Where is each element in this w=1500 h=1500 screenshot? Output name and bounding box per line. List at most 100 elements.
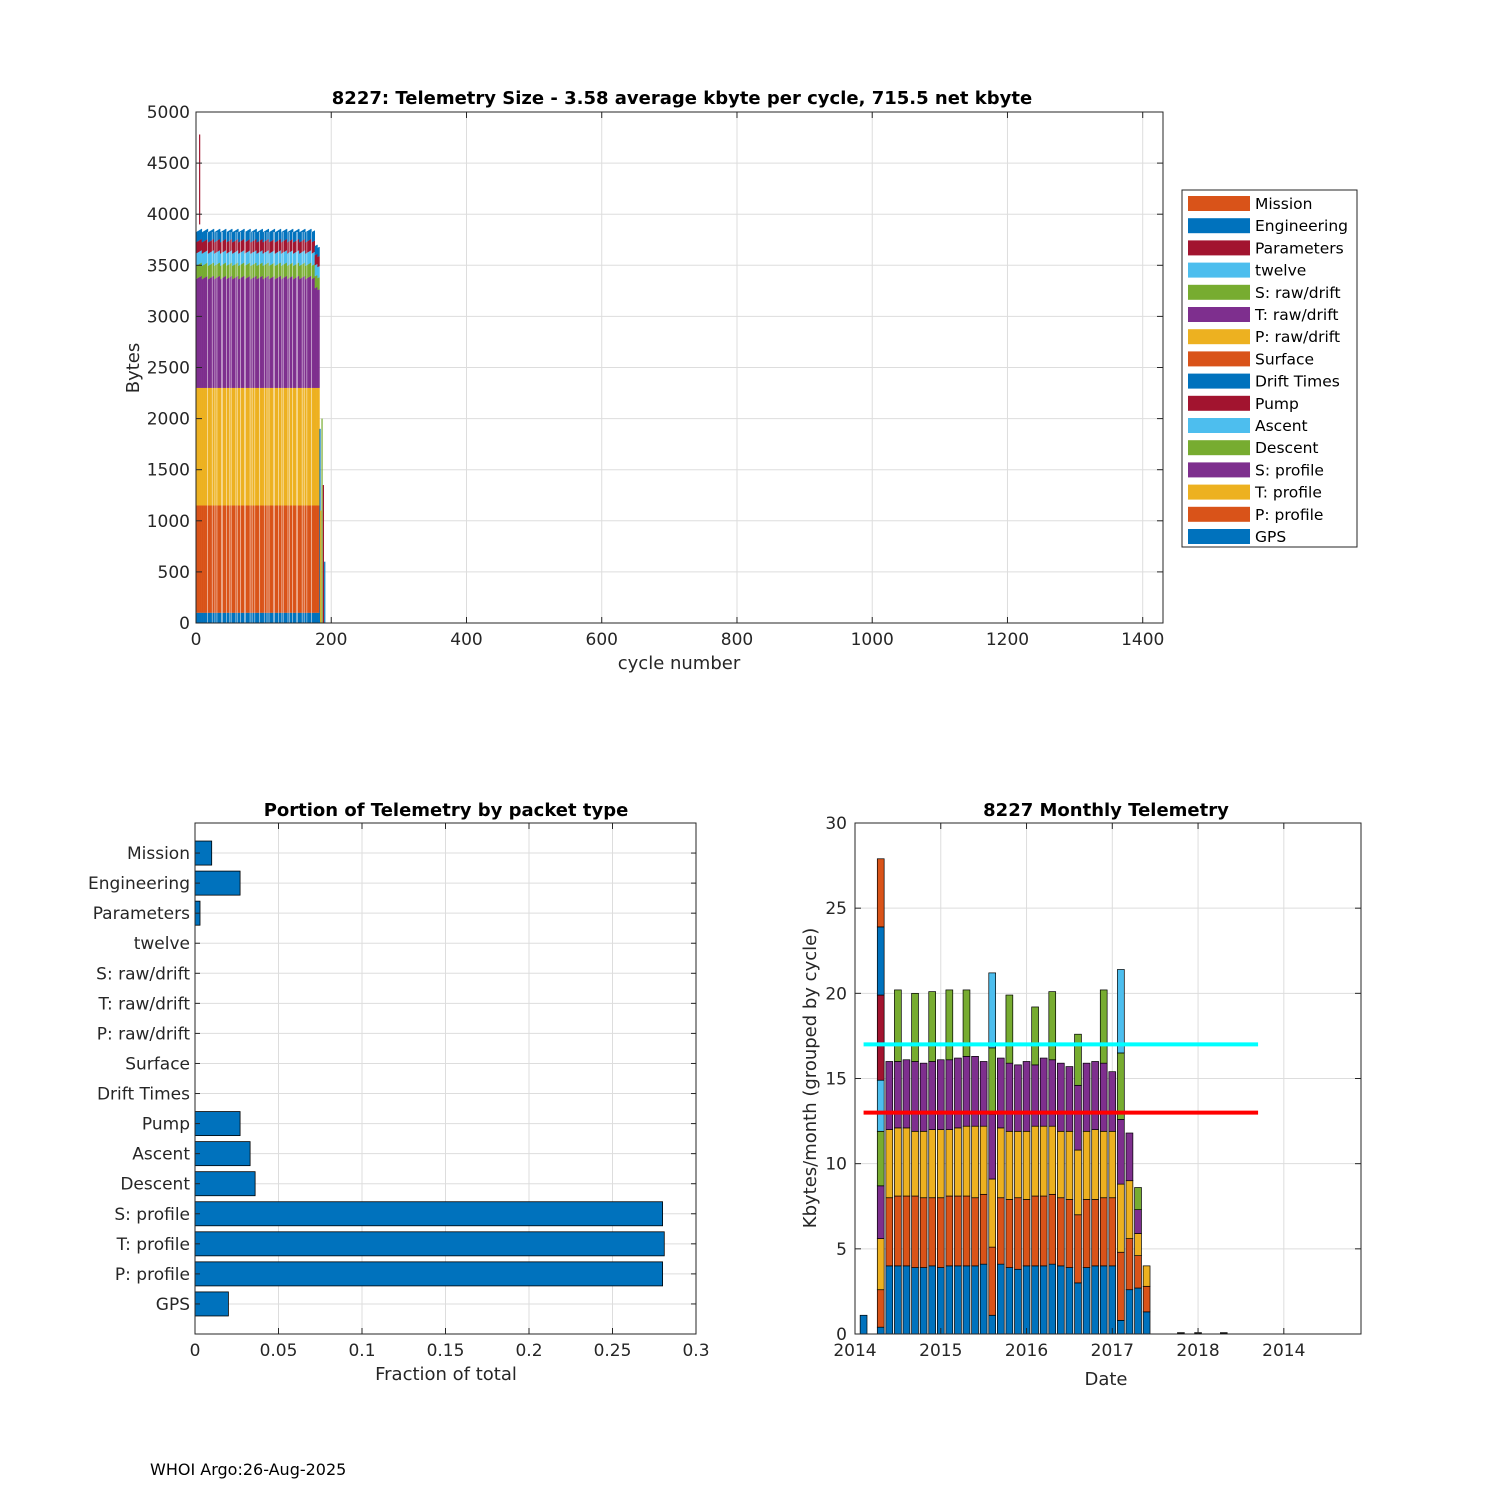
stack-segment [199,612,201,623]
stack-segment [210,612,212,623]
stack-segment [313,612,315,623]
monthly-telemetry-title: 8227 Monthly Telemetry [983,800,1229,821]
stack-segment [267,505,269,613]
month-bar-segment [997,1263,1005,1335]
stack-segment [232,612,234,623]
stack-segment [311,278,313,388]
stack-segment [225,275,227,388]
cycle-gap [222,232,223,623]
month-bar-segment [1014,1130,1022,1199]
stack-segment [309,505,311,613]
monthly-telemetry-ylabel: Kbytes/month (grouped by cycle) [800,928,821,1228]
stack-segment [284,239,286,252]
month-bar-segment [894,1127,902,1197]
stack-segment [242,276,244,388]
fraction-bar [194,1141,251,1167]
stack-segment [207,505,209,613]
stack-segment [209,387,211,506]
stack-segment [203,231,205,242]
month-bar-segment [1074,1214,1082,1284]
stack-segment [300,278,302,388]
stack-segment [199,230,201,241]
legend-label: Parameters [1255,239,1344,257]
stack-segment [209,505,211,613]
stack-segment [260,505,262,613]
tail-bar [321,418,323,623]
month-bar-segment [876,926,885,996]
stack-segment [261,612,263,623]
stack-segment [295,387,297,506]
x-tick-label: 0.15 [427,1341,465,1361]
month-bar-segment [1134,1209,1142,1234]
stack-segment [238,231,240,242]
stack-segment [297,239,299,251]
stack-segment [265,277,267,388]
stack-segment [255,250,257,263]
stack-segment [262,387,264,506]
stack-segment [218,250,220,264]
stack-segment [288,241,290,253]
stack-segment [243,387,245,506]
month-bar-segment [1082,1199,1091,1268]
stack-segment [264,230,266,242]
cycle-gap [214,232,216,623]
stack-segment [212,387,214,506]
stack-segment [230,229,232,240]
stack-segment [271,230,273,241]
stack-segment [297,250,299,264]
stack-segment [318,289,320,388]
stack-segment [259,505,261,613]
stack-segment [263,505,265,613]
stack-segment [234,240,236,253]
stack-segment [219,612,221,623]
stack-segment [220,253,222,266]
stack-segment [215,505,217,613]
stack-segment [232,505,234,613]
stack-segment [201,228,203,240]
stack-segment [271,387,273,506]
stack-segment [314,505,316,613]
stack-segment [314,612,316,623]
stack-segment [277,252,279,265]
stack-segment [197,387,199,506]
stack-segment [250,253,252,266]
stack-segment [308,612,310,623]
stack-segment [199,505,201,613]
stack-segment [278,276,280,388]
stack-segment [284,277,286,388]
stack-segment [197,505,199,613]
stack-segment [305,265,307,279]
stack-segment [264,505,266,613]
stack-segment [197,265,199,279]
stack-segment [257,265,259,279]
stack-segment [242,387,244,506]
stack-segment [286,275,288,388]
stack-segment [269,278,271,388]
y-tick-label: 15 [825,1070,847,1090]
month-bar-segment [1099,1130,1108,1199]
stack-segment [245,241,247,253]
category-label: Engineering [88,874,190,894]
stack-segment [201,242,203,254]
category-label: GPS [156,1295,190,1315]
stack-segment [275,265,277,279]
stack-segment [232,279,234,388]
stack-segment [285,229,287,240]
stack-segment [196,387,198,506]
stack-segment [199,277,201,388]
tail-bar [320,510,322,623]
stack-segment [207,232,209,243]
stack-segment [307,264,309,278]
stack-segment [251,253,253,266]
stack-segment [226,505,228,613]
cycle-gap [221,232,223,623]
stack-segment [295,264,297,278]
month-bar-segment [1099,989,1108,1064]
stack-segment [199,263,201,277]
stack-segment [213,232,215,243]
stack-segment [226,253,228,266]
stack-segment [268,275,270,388]
stack-segment [293,612,295,623]
cycle-gap [263,232,265,623]
stack-segment [270,277,272,388]
